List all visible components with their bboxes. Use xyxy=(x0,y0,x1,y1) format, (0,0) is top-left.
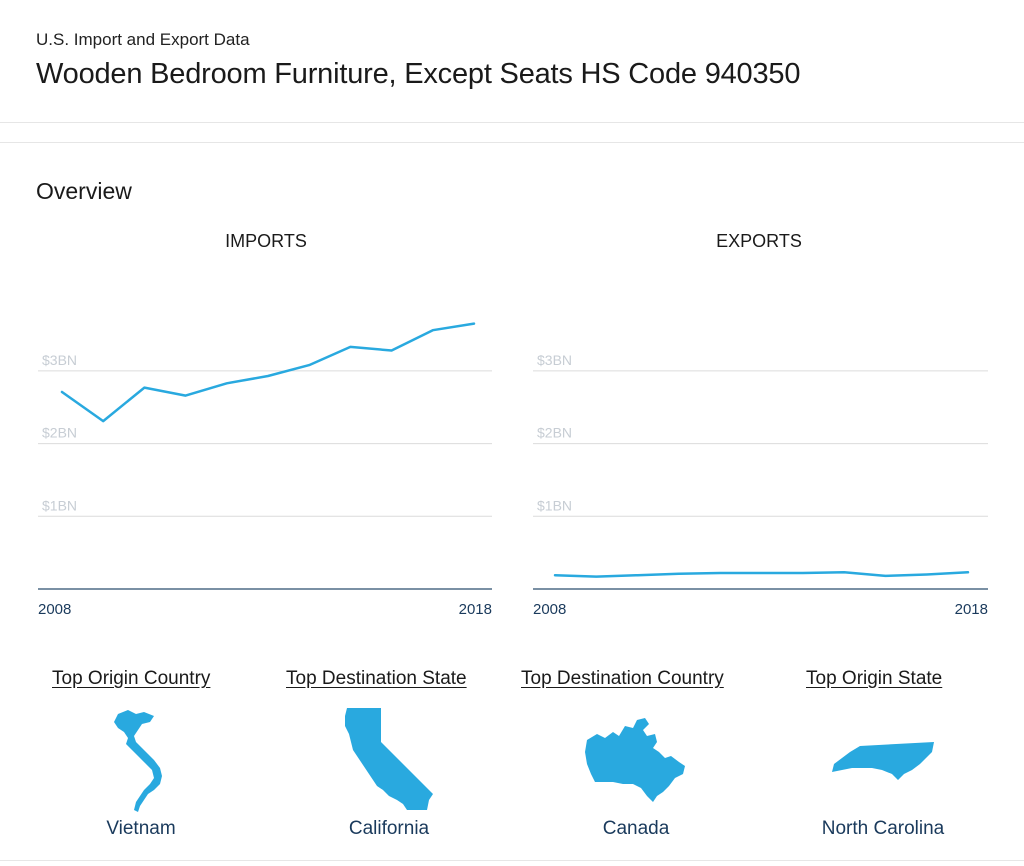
california-map-icon xyxy=(345,708,433,810)
page-header: U.S. Import and Export Data Wooden Bedro… xyxy=(0,0,1024,123)
y-tick-label: $1BN xyxy=(537,497,572,513)
y-tick-label: $2BN xyxy=(537,425,572,441)
imports-chart-title: IMPORTS xyxy=(225,231,307,251)
y-tick-label: $3BN xyxy=(42,352,77,368)
top-destination-state-name: California xyxy=(348,818,430,839)
x-tick-label: 2018 xyxy=(955,601,988,618)
x-tick-label: 2008 xyxy=(533,601,566,618)
series-line xyxy=(553,571,970,578)
vietnam-map-icon xyxy=(114,710,162,812)
section-divider xyxy=(0,142,1024,143)
exports-chart-title: EXPORTS xyxy=(716,231,802,251)
page-subtitle: U.S. Import and Export Data xyxy=(36,30,250,49)
page-title: Wooden Bedroom Furniture, Except Seats H… xyxy=(36,58,801,90)
canada-map-icon xyxy=(585,718,685,802)
top-origin-state-name: North Carolina xyxy=(821,818,945,839)
north-carolina-map-icon xyxy=(832,742,934,780)
top-destination-state-link[interactable]: Top Destination State xyxy=(286,668,467,689)
x-tick-label: 2018 xyxy=(459,601,492,618)
overview-title: Overview xyxy=(36,178,132,204)
bottom-divider xyxy=(0,860,1024,861)
top-destination-country-link[interactable]: Top Destination Country xyxy=(521,668,724,689)
y-tick-label: $1BN xyxy=(42,497,77,513)
top-origin-state-link[interactable]: Top Origin State xyxy=(806,668,943,689)
y-tick-label: $3BN xyxy=(537,352,572,368)
series-line xyxy=(60,322,476,423)
top-origin-country-link[interactable]: Top Origin Country xyxy=(52,668,211,689)
y-tick-label: $2BN xyxy=(42,425,77,441)
x-tick-label: 2008 xyxy=(38,601,71,618)
top-origin-country-name: Vietnam xyxy=(106,818,176,839)
top-destination-country-name: Canada xyxy=(602,818,670,839)
